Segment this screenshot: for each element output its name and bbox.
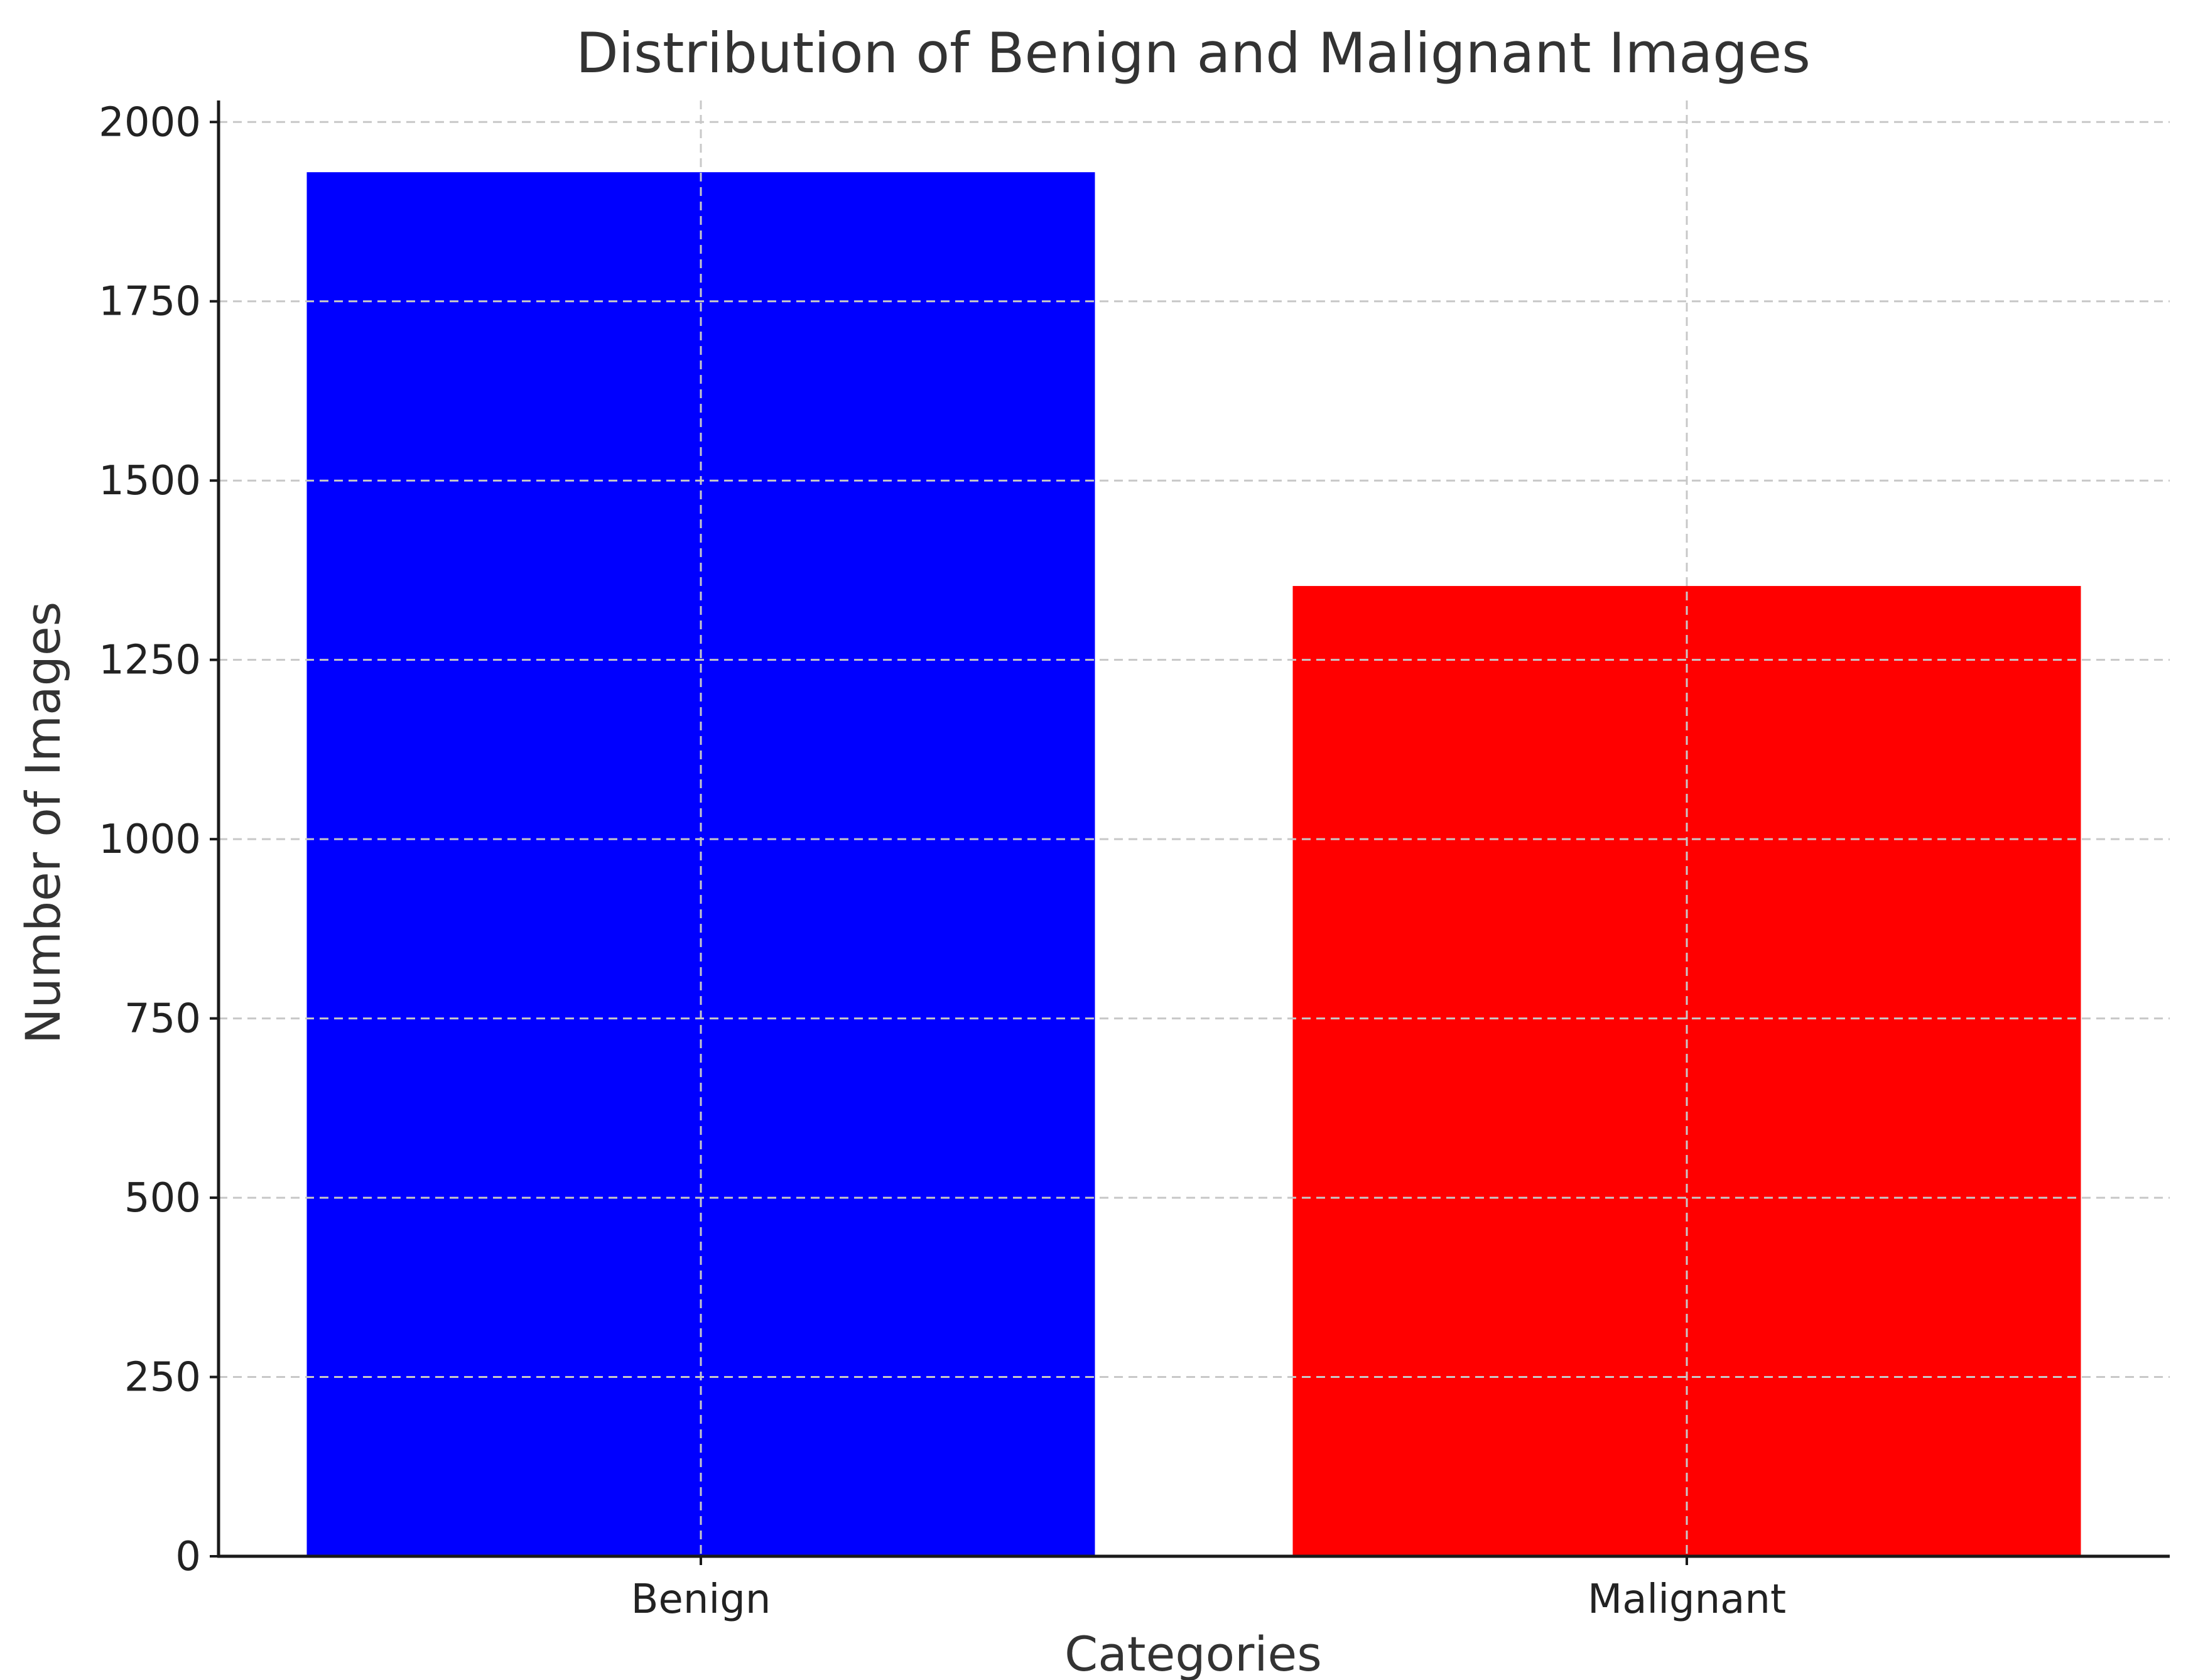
- tick-layer: 0 250 500 750 1000 1250 1500 1750 2000 Benign Mali…: [99, 99, 1786, 1623]
- bar-layer: [306, 172, 2081, 1556]
- x-tick-label: Benign: [631, 1576, 771, 1623]
- grid-layer: [219, 100, 2170, 1556]
- y-tick-label: 1000: [99, 816, 201, 863]
- x-tick-label: Malignant: [1588, 1576, 1786, 1623]
- y-tick-label: 750: [124, 996, 201, 1043]
- y-axis-label: Number of Images: [15, 602, 71, 1044]
- y-tick-label: 1250: [99, 637, 201, 684]
- axis-layer: [217, 100, 2170, 1558]
- y-tick-label: 500: [124, 1175, 201, 1222]
- y-tick-label: 0: [175, 1534, 201, 1580]
- y-tick-label: 2000: [99, 99, 201, 146]
- x-axis-label: Categories: [1064, 1626, 1322, 1680]
- y-tick-label: 1500: [99, 458, 201, 504]
- y-tick-label: 250: [124, 1355, 201, 1401]
- bar-benign: [306, 172, 1095, 1556]
- y-tick-label: 1750: [99, 279, 201, 325]
- chart-title: Distribution of Benign and Malignant Ima…: [576, 21, 1811, 85]
